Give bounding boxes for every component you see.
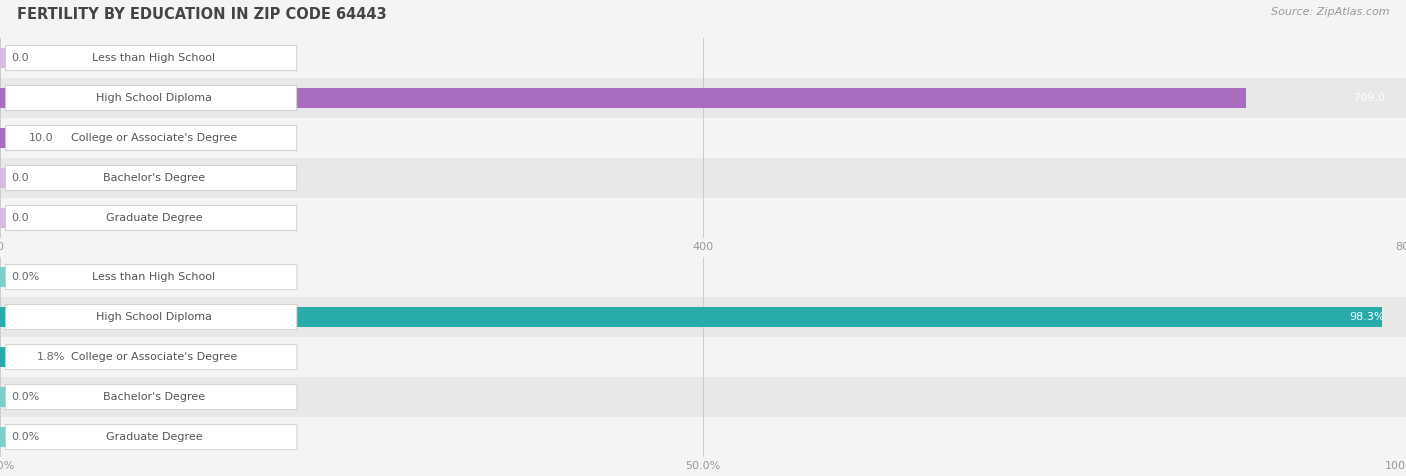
FancyBboxPatch shape	[6, 425, 297, 449]
Bar	[0, 347, 25, 367]
Bar	[0, 377, 1406, 417]
Bar	[0, 387, 297, 407]
FancyBboxPatch shape	[6, 86, 297, 110]
Text: Bachelor's Degree: Bachelor's Degree	[103, 392, 205, 402]
FancyBboxPatch shape	[6, 126, 297, 150]
Bar	[0, 198, 1406, 238]
Bar	[0, 128, 17, 149]
Bar	[0, 48, 297, 69]
Text: Less than High School: Less than High School	[93, 53, 215, 63]
FancyBboxPatch shape	[6, 265, 297, 289]
Bar	[0, 417, 1406, 457]
Text: Graduate Degree: Graduate Degree	[105, 213, 202, 223]
FancyBboxPatch shape	[6, 305, 297, 329]
Text: 98.3%: 98.3%	[1350, 312, 1385, 322]
FancyBboxPatch shape	[6, 206, 297, 230]
Text: High School Diploma: High School Diploma	[96, 312, 212, 322]
Bar	[0, 257, 1406, 297]
Text: 709.0: 709.0	[1353, 93, 1385, 103]
Text: 0.0%: 0.0%	[11, 432, 39, 442]
Text: Bachelor's Degree: Bachelor's Degree	[103, 173, 205, 183]
Bar	[0, 168, 297, 188]
Text: High School Diploma: High School Diploma	[96, 93, 212, 103]
Text: College or Associate's Degree: College or Associate's Degree	[70, 133, 238, 143]
Bar	[0, 337, 1406, 377]
Bar	[0, 307, 1382, 327]
Bar	[0, 208, 297, 228]
Bar	[0, 88, 1246, 109]
Text: FERTILITY BY EDUCATION IN ZIP CODE 64443: FERTILITY BY EDUCATION IN ZIP CODE 64443	[17, 7, 387, 22]
Bar	[0, 38, 1406, 78]
FancyBboxPatch shape	[6, 166, 297, 190]
Text: Source: ZipAtlas.com: Source: ZipAtlas.com	[1271, 7, 1389, 17]
Text: 0.0: 0.0	[11, 173, 30, 183]
FancyBboxPatch shape	[6, 385, 297, 409]
Bar	[0, 297, 1406, 337]
FancyBboxPatch shape	[6, 46, 297, 70]
Text: 1.8%: 1.8%	[37, 352, 65, 362]
Text: 0.0%: 0.0%	[11, 392, 39, 402]
Text: 10.0: 10.0	[28, 133, 53, 143]
FancyBboxPatch shape	[6, 345, 297, 369]
Bar	[0, 158, 1406, 198]
Text: 0.0%: 0.0%	[11, 272, 39, 282]
Bar	[0, 426, 297, 447]
Bar	[0, 118, 1406, 158]
Text: College or Associate's Degree: College or Associate's Degree	[70, 352, 238, 362]
Text: 0.0: 0.0	[11, 213, 30, 223]
Text: 0.0: 0.0	[11, 53, 30, 63]
Text: Graduate Degree: Graduate Degree	[105, 432, 202, 442]
Text: Less than High School: Less than High School	[93, 272, 215, 282]
Bar	[0, 267, 297, 288]
Bar	[0, 78, 1406, 118]
